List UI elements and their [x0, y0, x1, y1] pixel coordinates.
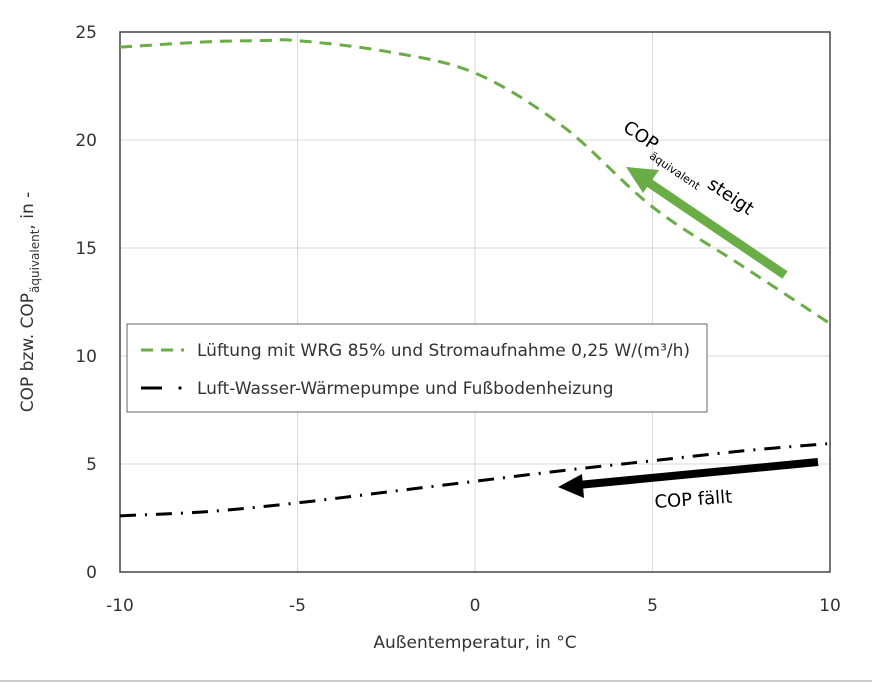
- x-tick-label: -5: [289, 596, 306, 616]
- divider: [0, 680, 872, 682]
- green-arrow: [626, 167, 788, 279]
- y-tick-label: 5: [86, 455, 97, 475]
- y-tick-label: 15: [75, 239, 97, 259]
- x-tick-label: 0: [470, 596, 481, 616]
- legend-swatch-black-dot: [178, 386, 182, 390]
- legend-label-green: Lüftung mit WRG 85% und Stromaufnahme 0,…: [197, 341, 690, 361]
- y-tick-label: 10: [75, 347, 97, 367]
- y-tick-label: 0: [86, 563, 97, 583]
- legend-label-black: Luft-Wasser-Wärmepumpe und Fußbodenheizu…: [197, 379, 614, 399]
- legend: Lüftung mit WRG 85% und Stromaufnahme 0,…: [126, 323, 708, 413]
- x-axis-label: Außentemperatur, in °C: [373, 633, 576, 653]
- series-line-1: [119, 441, 831, 518]
- x-tick-label: 5: [647, 596, 658, 616]
- series-line-0: [119, 38, 831, 325]
- y-axis-label: COP bzw. COPäquivalent, in -: [18, 192, 42, 413]
- black-annotation: COP fällt: [654, 487, 733, 513]
- y-tick-label: 20: [75, 131, 97, 151]
- y-tick-label: 25: [75, 23, 97, 43]
- plot-area-border: [119, 31, 831, 573]
- black-arrow: [558, 458, 819, 498]
- x-tick-label: 10: [819, 596, 841, 616]
- x-tick-label: -10: [106, 596, 134, 616]
